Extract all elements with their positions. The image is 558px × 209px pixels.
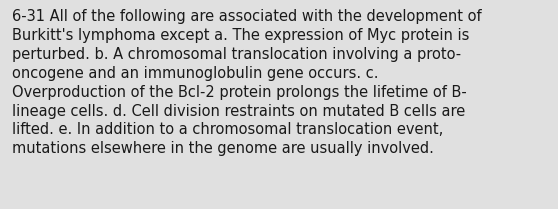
Text: 6-31 All of the following are associated with the development of
Burkitt's lymph: 6-31 All of the following are associated… (12, 9, 482, 156)
